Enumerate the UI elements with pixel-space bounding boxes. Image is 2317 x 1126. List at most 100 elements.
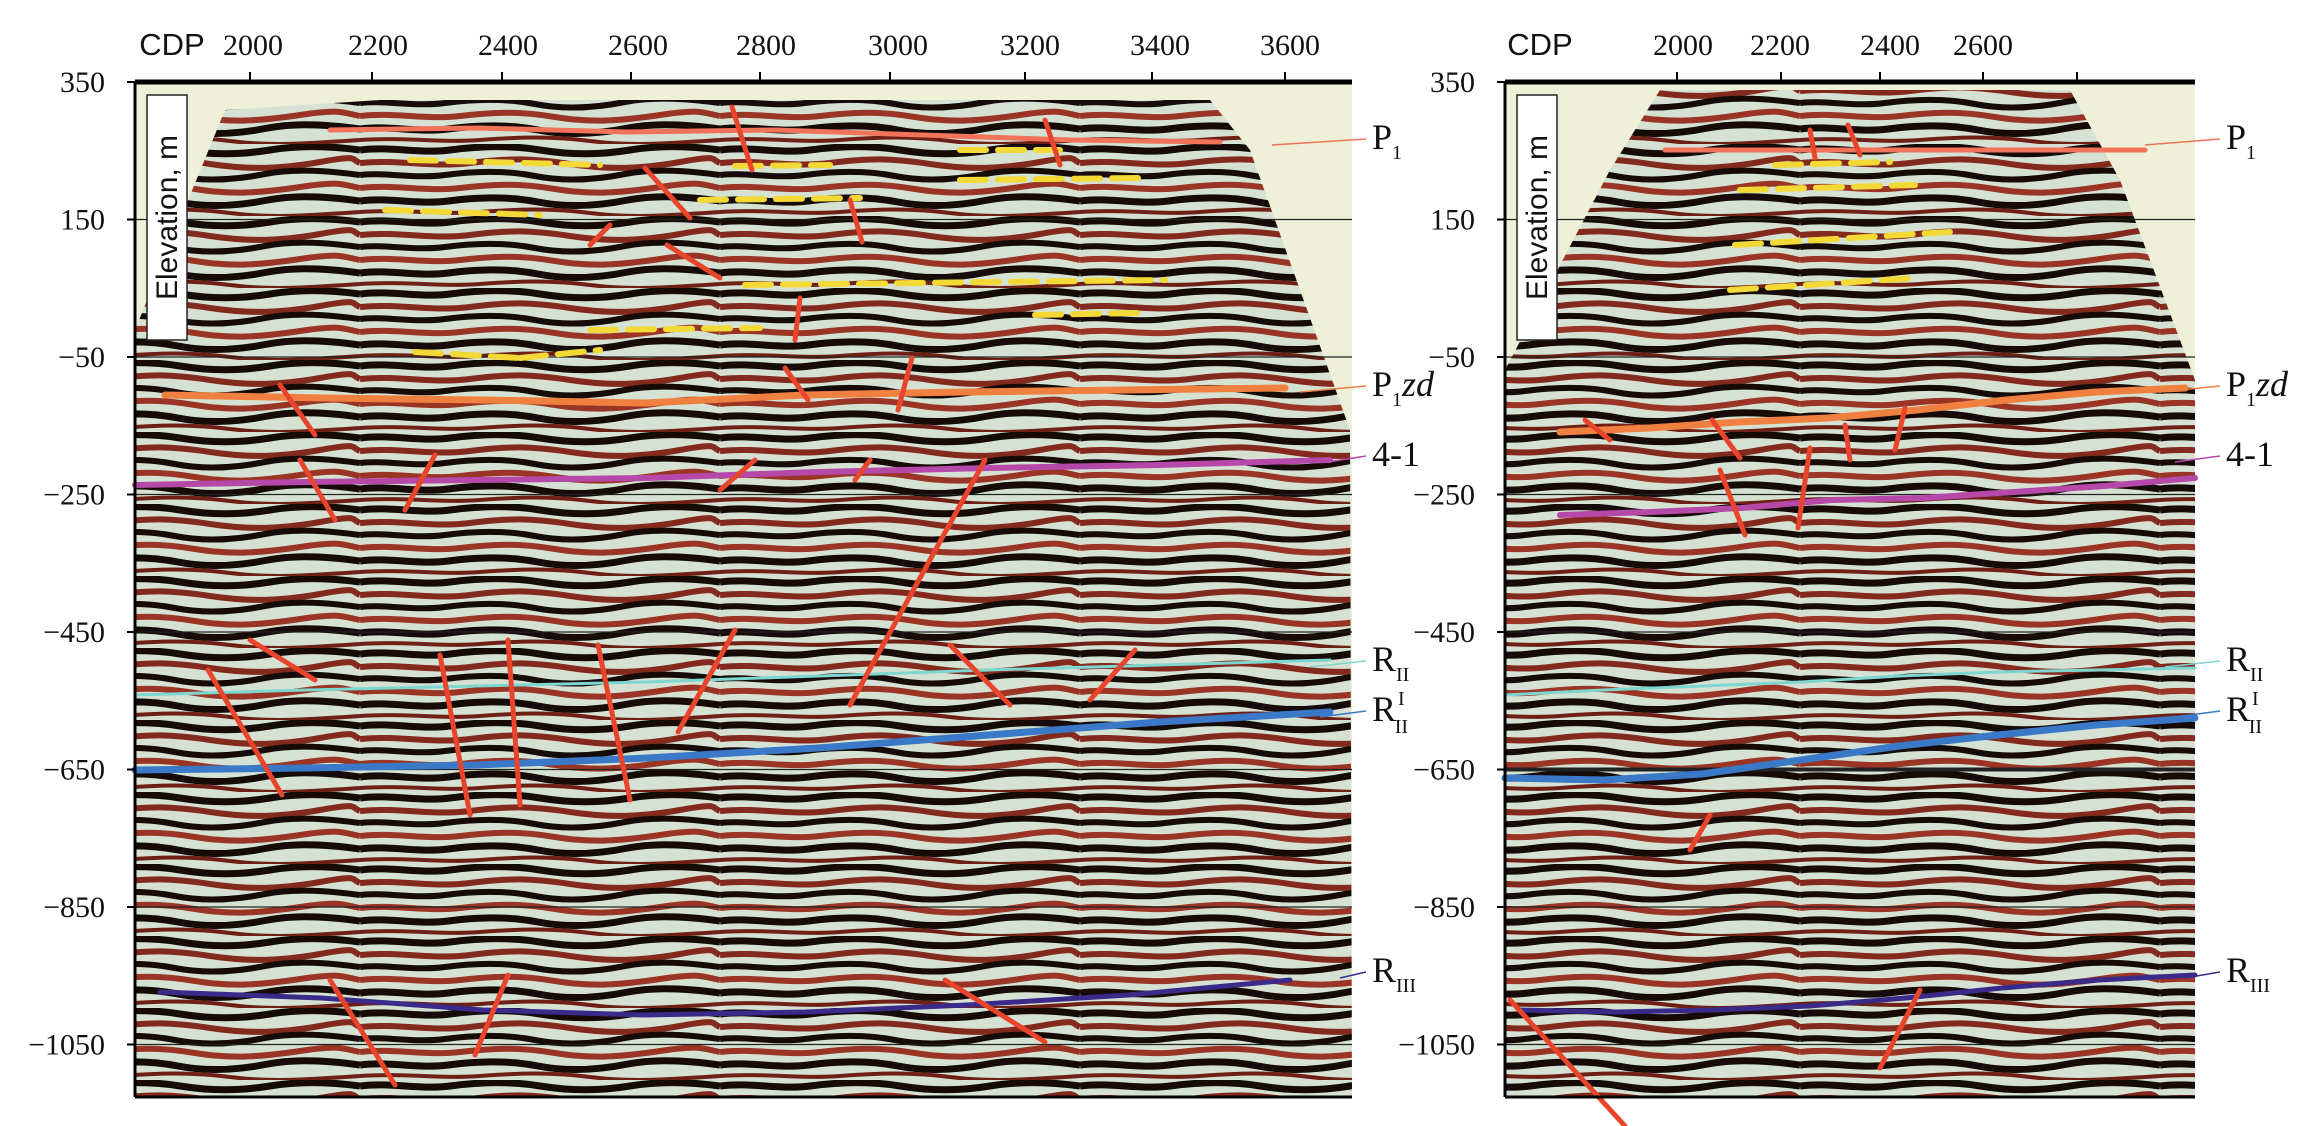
- horizon-label: P1zd: [1372, 364, 1435, 411]
- left-seismic-panel: CDP 2000 2200 2400 2600 2800 3000 3200 3400 3600 3…: [28, 27, 1435, 1099]
- cdp-tick-label: 2600: [608, 29, 668, 62]
- elevation-tick-label: −50: [1428, 341, 1475, 374]
- cdp-tick-label: 2600: [1953, 29, 2013, 62]
- fault-line: [402, 452, 438, 513]
- horizon-reflector: [1517, 972, 2198, 1015]
- fault-line: [947, 642, 1013, 708]
- cdp-tick-label: 2800: [736, 29, 796, 62]
- horizon-label: RIII: [1372, 950, 1416, 997]
- fault-line: [1807, 127, 1818, 161]
- dashed-marker-line: [742, 277, 1168, 288]
- seismic-data-area: [135, 100, 1352, 1097]
- horizon-label: RII: [1372, 639, 1409, 686]
- dashed-marker-line: [957, 175, 1143, 183]
- dashed-marker-line: [697, 195, 863, 203]
- elevation-tick-label: −250: [1413, 479, 1475, 512]
- dashed-marker-line: [1772, 159, 1893, 168]
- elevation-tick-label: 150: [60, 204, 105, 237]
- horizon-leader-line: [2184, 971, 2221, 979]
- elevation-tick-label: −1050: [28, 1029, 105, 1062]
- dashed-marker-line: [1737, 182, 1918, 193]
- fault-line: [247, 637, 318, 683]
- fault-line: [1717, 467, 1748, 538]
- elevation-tick-label: −650: [43, 754, 105, 787]
- dashed-marker-line: [1727, 275, 1918, 293]
- horizon-reflector: [1556, 384, 2189, 436]
- horizon-reflector: [132, 457, 1333, 488]
- fault-line: [1042, 117, 1063, 168]
- fault-line: [1842, 422, 1853, 463]
- horizon-leader-line: [1339, 971, 1367, 979]
- elevation-tick-label: 150: [1430, 204, 1475, 237]
- elevation-tick-label: −850: [1413, 891, 1475, 924]
- horizon-reflector: [1501, 714, 2199, 784]
- fault-line: [277, 382, 318, 438]
- horizon-label: P1: [2226, 117, 2256, 164]
- fault-line: [1582, 417, 1613, 443]
- cdp-tick-label: 2200: [348, 29, 408, 62]
- dashed-marker-line: [1032, 310, 1143, 318]
- horizon-reflector: [1503, 666, 2197, 697]
- y-axis-label-box: [146, 94, 188, 341]
- dashed-marker-line: [382, 207, 543, 218]
- horizon-leader-line: [1271, 138, 1367, 146]
- right-seismic-panel: CDP 2000 2200 2400 2600 350 150 −50 −250 −450 −650…: [1398, 27, 2289, 1126]
- cdp-tick-label: 3600: [1260, 29, 1320, 62]
- fault-line: [675, 627, 738, 735]
- elevation-tick-label: 350: [60, 66, 105, 99]
- fault-line: [792, 295, 803, 343]
- horizon-leader-line: [1309, 660, 1367, 668]
- horizon-leader-line: [2174, 455, 2221, 463]
- fault-line: [595, 642, 633, 803]
- horizon-reflector: [131, 708, 1334, 774]
- cdp-axis-title: CDP: [139, 27, 204, 62]
- fault-line: [1087, 647, 1138, 703]
- elevation-tick-label: −250: [43, 479, 105, 512]
- fault-line: [1507, 997, 1628, 1126]
- seismic-data-area: [1505, 90, 2195, 1097]
- horizon-leader-line: [1319, 710, 1367, 718]
- elevation-tick-label: −650: [1413, 754, 1475, 787]
- dashed-marker-line: [517, 347, 603, 361]
- horizon-reflector: [327, 125, 1223, 145]
- elevation-tick-label: 350: [1430, 66, 1475, 99]
- fault-line: [437, 652, 473, 818]
- fault-line: [1877, 987, 1923, 1071]
- dashed-marker-line: [1732, 229, 1953, 248]
- fault-line: [852, 457, 873, 483]
- fault-line: [587, 222, 613, 248]
- cdp-tick-label: 2000: [223, 29, 283, 62]
- fault-line: [847, 457, 988, 708]
- horizon-leader-line: [1327, 455, 1367, 463]
- fault-line: [942, 977, 1048, 1045]
- fault-line: [327, 977, 398, 1088]
- horizon-label: 4-1: [1372, 434, 1420, 474]
- fault-line: [782, 365, 811, 403]
- elevation-tick-label: −1050: [1398, 1029, 1475, 1062]
- horizon-label: P1: [1372, 117, 1402, 164]
- dashed-marker-line: [407, 157, 603, 168]
- cdp-tick-label: 3400: [1130, 29, 1190, 62]
- horizon-label: 4-1: [2226, 434, 2274, 474]
- fault-line: [1709, 417, 1743, 461]
- fault-line: [717, 457, 758, 493]
- cdp-tick-label: 3000: [868, 29, 928, 62]
- fault-line: [895, 355, 915, 413]
- elevation-tick-label: −50: [58, 341, 105, 374]
- dashed-marker-line: [587, 325, 763, 333]
- horizon-label: P1zd: [2226, 364, 2289, 411]
- horizon-leader-line: [1299, 385, 1367, 393]
- fault-line: [847, 197, 865, 245]
- y-axis-label: Elevation, m: [151, 135, 184, 300]
- horizon-label: RIII: [2226, 950, 2270, 997]
- horizon-label: RII: [2226, 639, 2263, 686]
- y-axis-label: Elevation, m: [1521, 135, 1554, 300]
- fault-line: [1687, 812, 1713, 853]
- fault-line: [664, 242, 723, 281]
- cdp-axis-title: CDP: [1507, 27, 1572, 62]
- cdp-tick-label: 2400: [478, 29, 538, 62]
- elevation-tick-label: −850: [43, 891, 105, 924]
- fault-line: [642, 165, 693, 221]
